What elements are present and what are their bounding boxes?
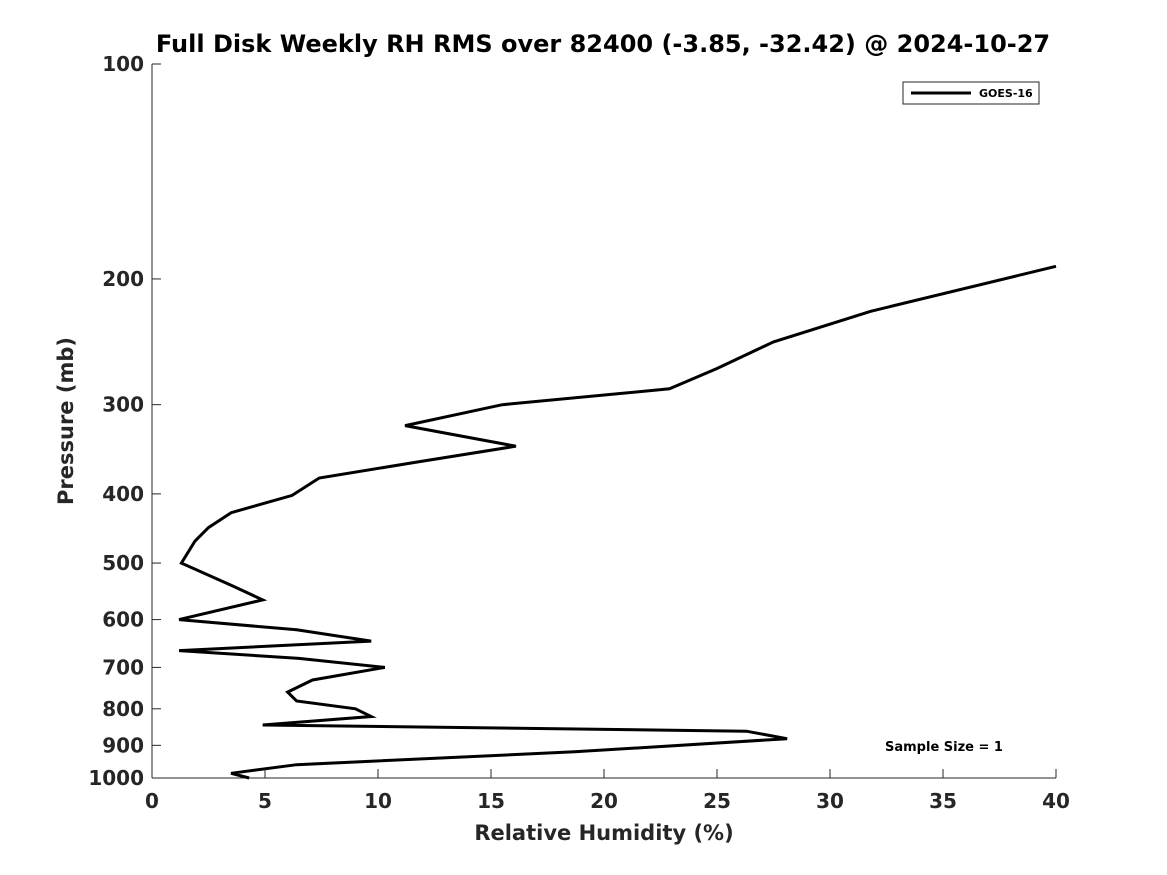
x-tick-label: 30 [816,789,844,813]
legend-entry-goes16: GOES-16 [979,87,1033,100]
y-tick-label: 800 [102,697,144,721]
y-tick-label: 500 [102,551,144,575]
x-tick-label: 40 [1042,789,1070,813]
legend: GOES-16 [902,81,1040,105]
x-tick-label: 10 [364,789,392,813]
y-tick-label: 200 [102,267,144,291]
y-tick-label: 700 [102,655,144,679]
x-axis-label: Relative Humidity (%) [474,821,733,845]
series-line-goes16 [178,264,1057,780]
x-tick-label: 0 [145,789,159,813]
y-tick-label: 300 [102,393,144,417]
x-tick-label: 25 [703,789,731,813]
y-axis-label: Pressure (mb) [54,337,78,505]
y-tick-label: 100 [102,52,144,76]
y-axis-ticks: 100 200 300 400 500 600 700 800 900 1000 [88,52,161,790]
y-tick-label: 900 [102,733,144,757]
x-tick-label: 15 [477,789,505,813]
sample-size-annotation: Sample Size = 1 [885,740,1003,755]
plot-area [151,64,1057,780]
x-tick-label: 5 [258,789,272,813]
y-tick-label: 400 [102,482,144,506]
y-tick-label: 1000 [88,766,144,790]
y-tick-label: 600 [102,608,144,632]
x-tick-label: 20 [590,789,618,813]
x-tick-label: 35 [929,789,957,813]
chart-title: Full Disk Weekly RH RMS over 82400 (-3.8… [156,30,1050,58]
x-axis-ticks: 0 5 10 15 20 25 30 35 40 [145,769,1070,813]
